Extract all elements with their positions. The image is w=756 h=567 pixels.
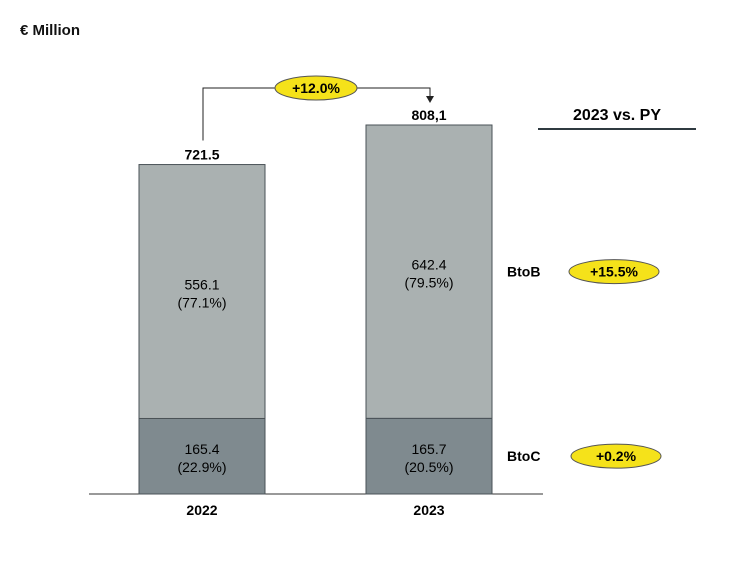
x-tick-label-2023: 2023 (413, 502, 444, 518)
total-growth-badge (274, 75, 358, 101)
data-label-btob-value: 556.1 (184, 277, 219, 293)
data-label-btob-value: 642.4 (411, 257, 446, 273)
bar-segment-btob-2023 (365, 124, 493, 419)
arrow-head-icon (426, 96, 434, 103)
total-label-2022: 721.5 (184, 147, 219, 163)
x-tick-label-2022: 2022 (186, 502, 217, 518)
btob-growth-label: +15.5% (590, 264, 638, 280)
data-label-btob-share: (77.1%) (177, 295, 226, 311)
btoc-growth-badge (570, 443, 662, 469)
btob-growth-badge (568, 259, 660, 285)
data-label-btoc-value: 165.7 (411, 441, 446, 457)
data-label-btoc-share: (20.5%) (404, 459, 453, 475)
data-label-btob-share: (79.5%) (404, 275, 453, 291)
bar-segment-btob-2022 (138, 164, 266, 419)
bar-segment-btoc-2023 (365, 417, 493, 495)
data-label-btoc-share: (22.9%) (177, 459, 226, 475)
btoc-growth-label: +0.2% (596, 448, 637, 464)
bar-segment-btoc-2022 (138, 417, 266, 495)
unit-label: € Million (20, 22, 80, 39)
total-growth-label: +12.0% (292, 80, 340, 96)
total-label-2023: 808,1 (411, 107, 446, 123)
series-label-btob: BtoB (507, 264, 540, 280)
comparison-header: 2023 vs. PY (573, 107, 661, 124)
series-label-btoc: BtoC (507, 448, 540, 464)
data-label-btoc-value: 165.4 (184, 441, 219, 457)
